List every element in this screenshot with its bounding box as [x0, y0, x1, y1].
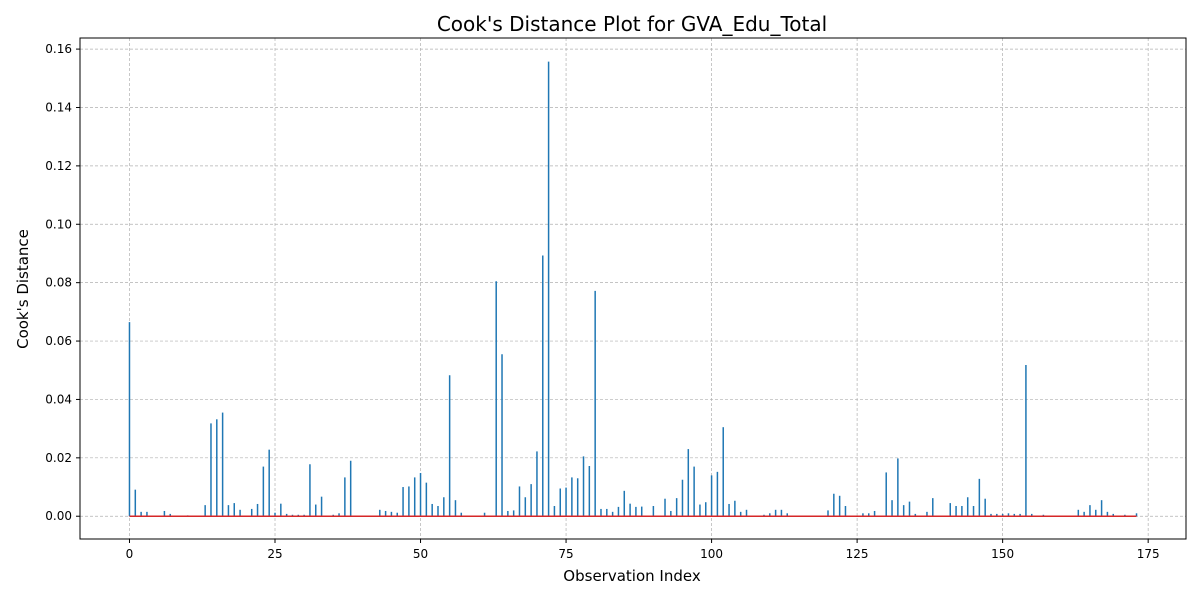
y-tick-label: 0.08 — [45, 276, 72, 290]
chart-title: Cook's Distance Plot for GVA_Edu_Total — [437, 12, 827, 36]
x-tick-label: 125 — [846, 547, 869, 561]
y-tick-label: 0.14 — [45, 100, 72, 114]
y-tick-label: 0.02 — [45, 451, 72, 465]
x-tick-label: 50 — [413, 547, 428, 561]
x-tick-label: 175 — [1137, 547, 1160, 561]
x-tick-label: 25 — [267, 547, 282, 561]
y-tick-label: 0.04 — [45, 392, 72, 406]
stem-lines — [128, 61, 1138, 517]
plot-frame — [79, 37, 1187, 540]
y-tick-label: 0.10 — [45, 217, 72, 231]
axis-ticks: 0 25 50 75 100 125 150 175 0.00 0.02 0.04 0.06 0.08 0… — [45, 42, 1159, 561]
x-tick-label: 100 — [700, 547, 723, 561]
x-tick-label: 75 — [558, 547, 573, 561]
x-tick-label: 150 — [991, 547, 1014, 561]
y-tick-label: 0.06 — [45, 334, 72, 348]
x-tick-label: 0 — [126, 547, 134, 561]
x-axis-label: Observation Index — [563, 567, 701, 585]
y-tick-label: 0.16 — [45, 42, 72, 56]
y-axis-label: Cook's Distance — [14, 229, 32, 349]
y-tick-label: 0.00 — [45, 509, 72, 523]
y-tick-label: 0.12 — [45, 159, 72, 173]
